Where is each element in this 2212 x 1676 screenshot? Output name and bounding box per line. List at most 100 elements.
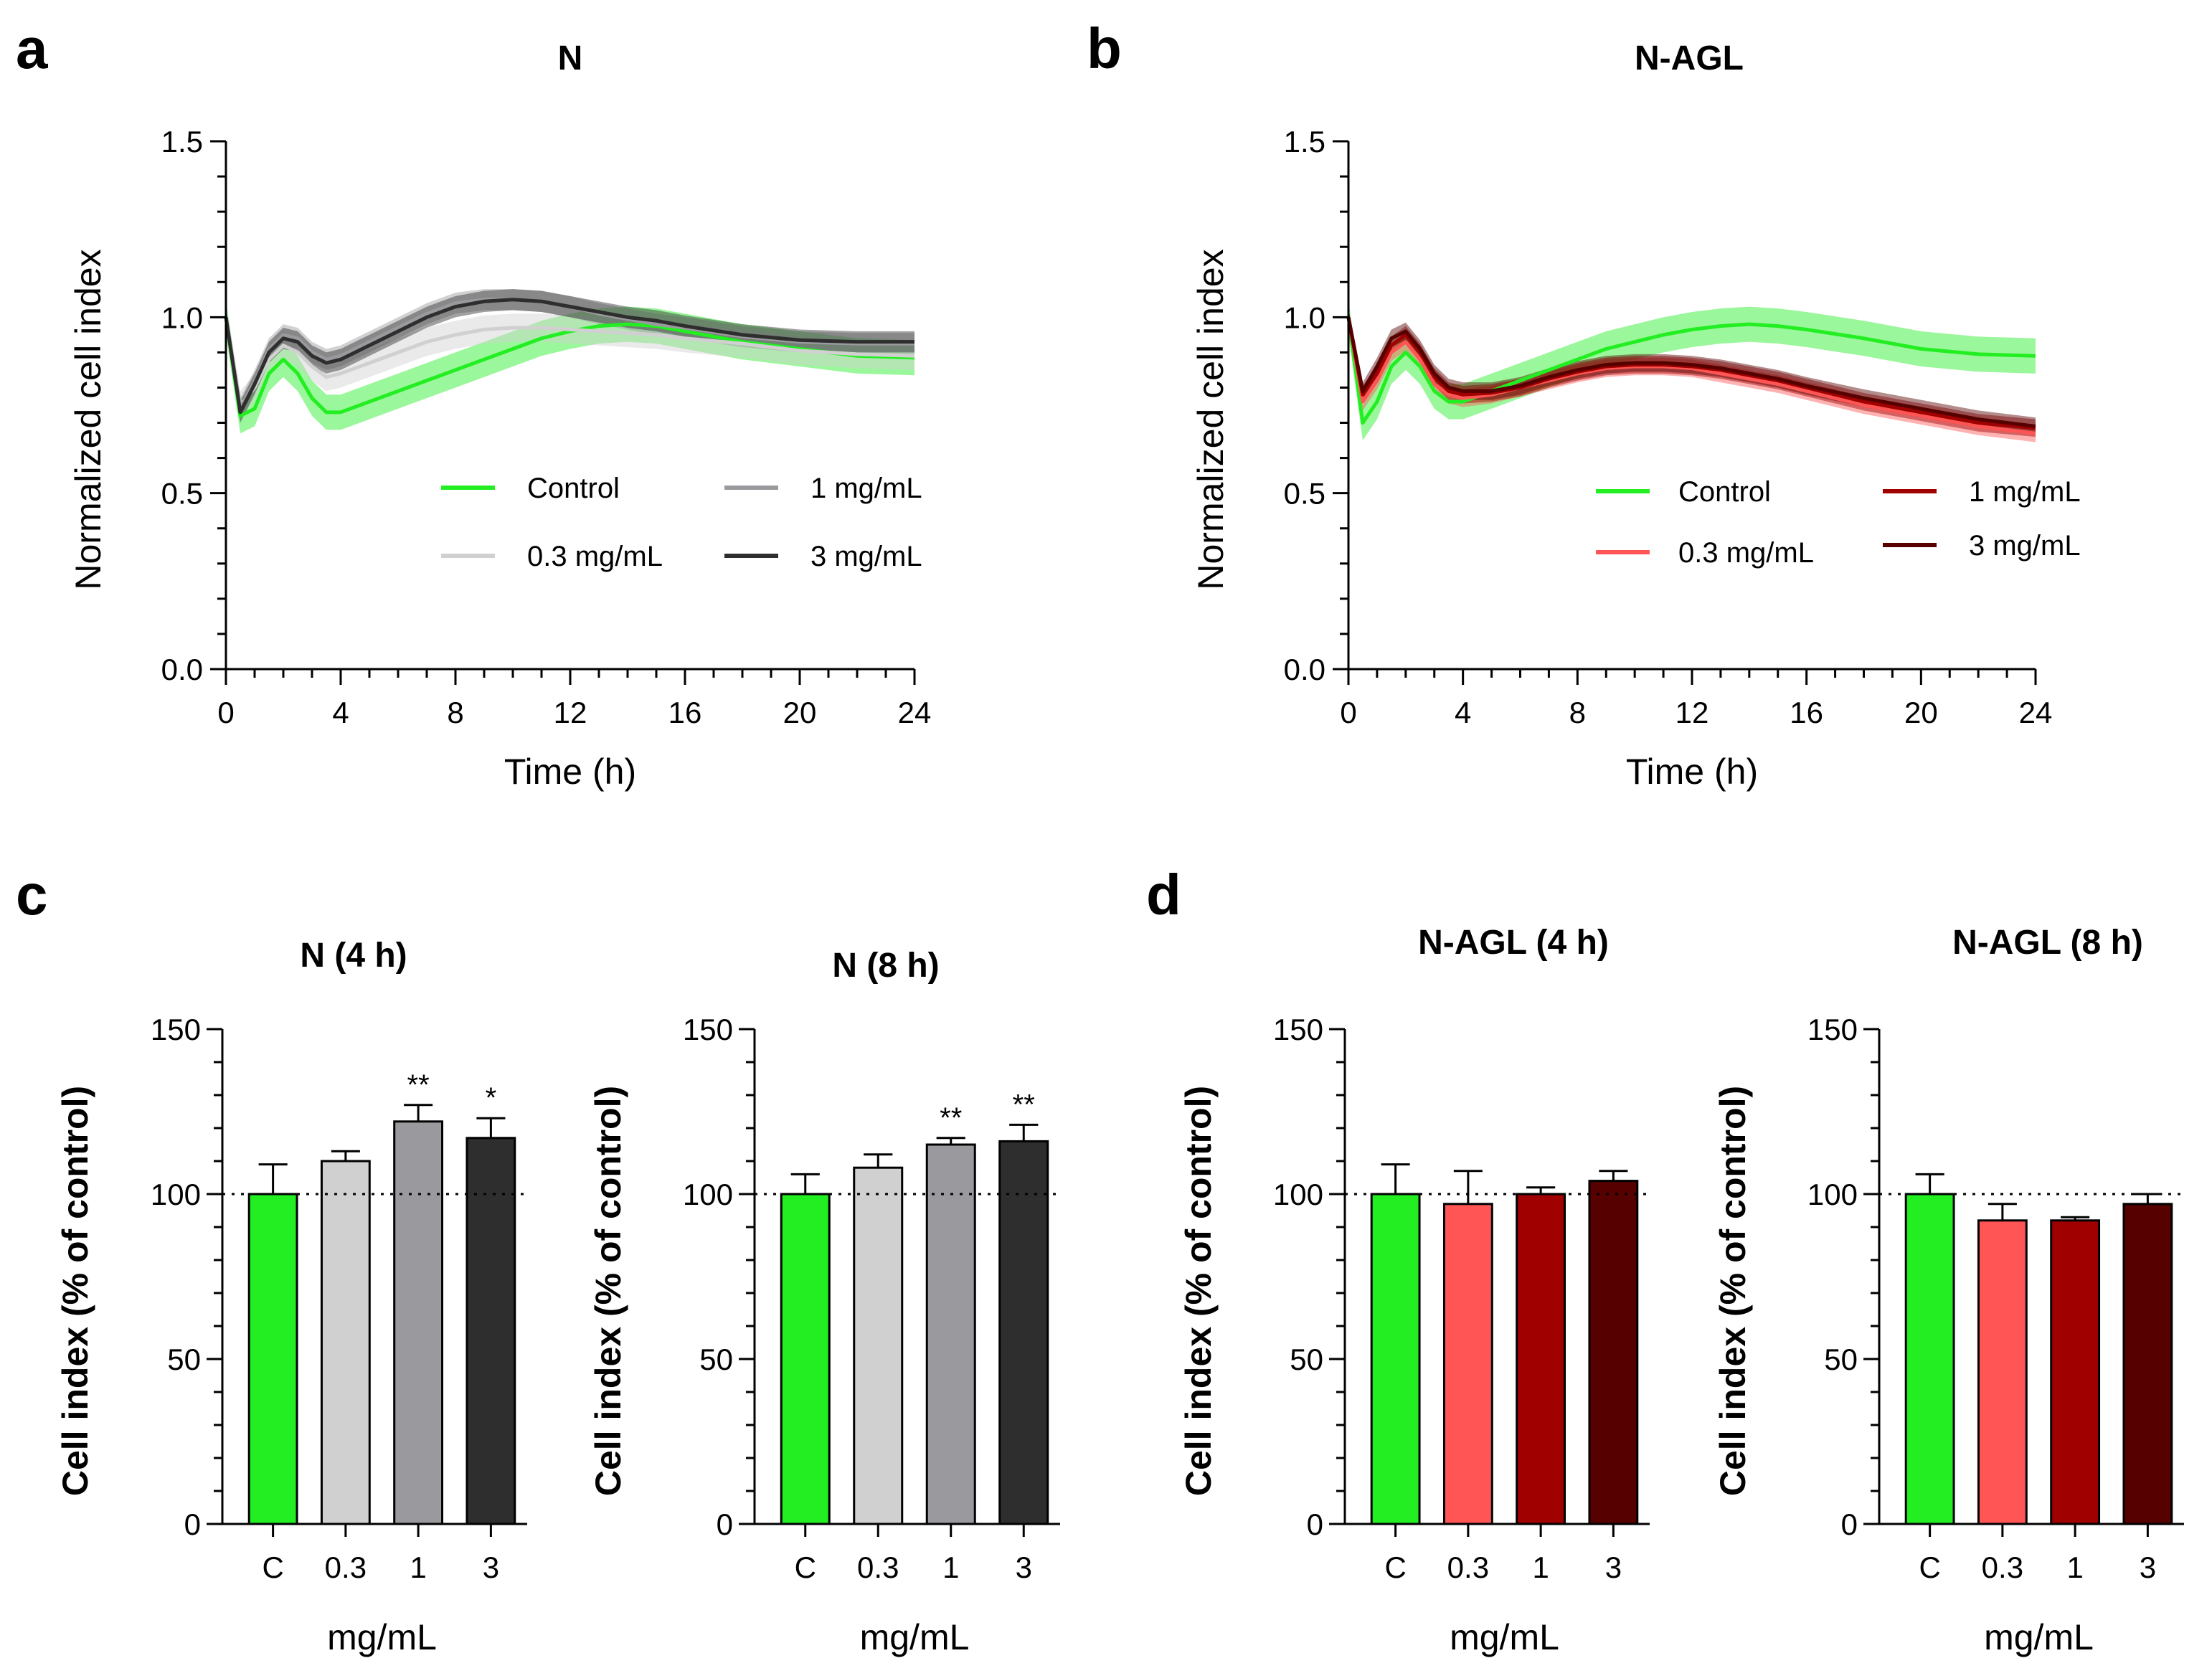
x-tick-label: 20 [1904, 696, 1938, 729]
series-band-1 [226, 303, 914, 420]
chart-a-line: N 0.0 0.5 1.0 1.5 0 4 8 12 16 20 24 Time (h) Normaliz… [68, 39, 931, 792]
chart-d2-bar: N-AGL (8 h) 0 50 100 150 C 0.3 1 3 mg/mL Cell inde… [1713, 924, 2184, 1657]
y-tick-label: 150 [1273, 1013, 1323, 1046]
x-axis-title: mg/mL [860, 1617, 970, 1657]
y-axis-title: Normalized cell index [68, 249, 108, 590]
x-axis-title: mg/mL [1450, 1617, 1559, 1657]
y-tick-label: 0 [1841, 1507, 1858, 1541]
x-tick-label: 12 [1675, 696, 1709, 729]
y-tick-label: 0.5 [161, 477, 203, 511]
bar [925, 1143, 976, 1525]
bar [853, 1166, 904, 1525]
y-tick-label: 100 [1807, 1178, 1858, 1211]
y-tick-label: 50 [699, 1343, 733, 1376]
y-tick-label: 50 [1290, 1343, 1323, 1376]
significance-label: * [486, 1082, 497, 1114]
bar [1904, 1193, 1955, 1525]
x-tick-label: 3 [1016, 1550, 1032, 1584]
x-axis-title: mg/mL [1984, 1617, 2094, 1657]
y-tick-label: 100 [1273, 1178, 1323, 1211]
x-tick-label: 16 [668, 696, 702, 729]
x-tick-label: C [795, 1550, 816, 1584]
x-tick-label: 24 [2019, 696, 2053, 729]
bar [320, 1160, 371, 1525]
y-tick-label: 150 [683, 1013, 733, 1046]
y-tick-label: 0 [1307, 1507, 1323, 1541]
x-tick-label: 0.3 [1447, 1550, 1489, 1584]
x-tick-label: 8 [1569, 696, 1586, 729]
bar [998, 1140, 1049, 1525]
y-axis-title: Cell index (% of control) [55, 1086, 95, 1496]
x-tick-label: 1 [942, 1550, 959, 1584]
chart-d1-bar: N-AGL (4 h) 0 50 100 150 C 0.3 1 3 mg/mL Cell inde… [1178, 924, 1650, 1657]
legend-label: 0.3 mg/mL [527, 541, 663, 572]
y-tick-label: 0 [717, 1507, 733, 1541]
chart-title: N (4 h) [300, 937, 407, 975]
x-axis-title: Time (h) [504, 752, 636, 792]
x-tick-label: 3 [483, 1550, 499, 1584]
y-tick-label: 150 [1807, 1013, 1858, 1046]
significance-label: ** [940, 1102, 962, 1134]
legend-label: 3 mg/mL [810, 541, 922, 572]
y-axis-title: Normalized cell index [1191, 249, 1231, 590]
series-line-0 [224, 316, 915, 418]
x-tick-label: C [1919, 1550, 1940, 1584]
x-tick-label: 4 [1455, 696, 1471, 729]
bar [393, 1120, 444, 1525]
x-tick-label: C [262, 1550, 283, 1584]
x-tick-label: 12 [554, 696, 587, 729]
chart-c2-bar: N (8 h) ** ** 0 50 100 150 C 0.3 1 3 mg/mL Cell inde… [588, 947, 1060, 1657]
bar [780, 1193, 831, 1525]
x-tick-label: 16 [1790, 696, 1823, 729]
legend-label: 1 mg/mL [1969, 476, 2081, 508]
bar [247, 1193, 298, 1525]
bar [465, 1137, 516, 1525]
series-line-0 [1346, 316, 2036, 425]
x-tick-label: 3 [2140, 1550, 2156, 1584]
bar [1442, 1203, 1493, 1525]
panel-letter-b: b [1087, 16, 1122, 80]
bar [2050, 1219, 2101, 1525]
x-tick-label: 20 [783, 696, 817, 729]
x-tick-label: 0.3 [325, 1550, 367, 1584]
legend-label: 0.3 mg/mL [1678, 537, 1814, 569]
x-tick-label: 24 [898, 696, 932, 729]
y-tick-label: 0.5 [1284, 477, 1325, 511]
y-tick-label: 100 [151, 1178, 201, 1211]
legend-label: Control [527, 473, 620, 504]
chart-title: N-AGL (4 h) [1418, 924, 1609, 962]
series-band-2 [226, 289, 914, 420]
series-line-3 [1346, 316, 2036, 428]
bar [1370, 1193, 1421, 1525]
x-tick-label: 0.3 [1982, 1550, 2023, 1584]
x-axis-title: Time (h) [1626, 752, 1758, 792]
bar [2122, 1203, 2173, 1525]
x-tick-label: 0 [217, 696, 234, 729]
y-tick-label: 1.5 [1284, 125, 1325, 158]
x-axis-title: mg/mL [327, 1617, 437, 1657]
x-tick-label: 1 [410, 1550, 426, 1584]
significance-label: ** [1013, 1089, 1035, 1120]
chart-title: N-AGL (8 h) [1952, 924, 2143, 962]
x-tick-label: 0 [1340, 696, 1356, 729]
y-axis-title: Cell index (% of control) [1178, 1086, 1219, 1496]
series-band-1 [1348, 308, 2036, 442]
y-tick-label: 0.0 [161, 653, 203, 686]
series-line-3 [224, 298, 914, 415]
chart-title: N (8 h) [832, 947, 939, 985]
y-tick-label: 150 [151, 1013, 201, 1046]
y-tick-label: 1.0 [161, 300, 203, 334]
chart-b-line: N-AGL 0.0 0.5 1.0 1.5 0 4 8 12 16 20 24 Time (h) Norm… [1191, 39, 2081, 792]
y-tick-label: 0 [184, 1507, 201, 1541]
panel-letter-c: c [16, 863, 48, 927]
panel-letter-a: a [16, 16, 48, 80]
series-band-3 [226, 289, 914, 423]
bar [1516, 1193, 1566, 1525]
y-axis-title: Cell index (% of control) [1713, 1086, 1753, 1496]
y-tick-label: 50 [1824, 1343, 1858, 1376]
legend-label: 1 mg/mL [810, 473, 922, 504]
series-line-1 [224, 316, 915, 407]
x-tick-label: 4 [332, 696, 349, 729]
y-axis-title: Cell index (% of control) [588, 1086, 628, 1496]
